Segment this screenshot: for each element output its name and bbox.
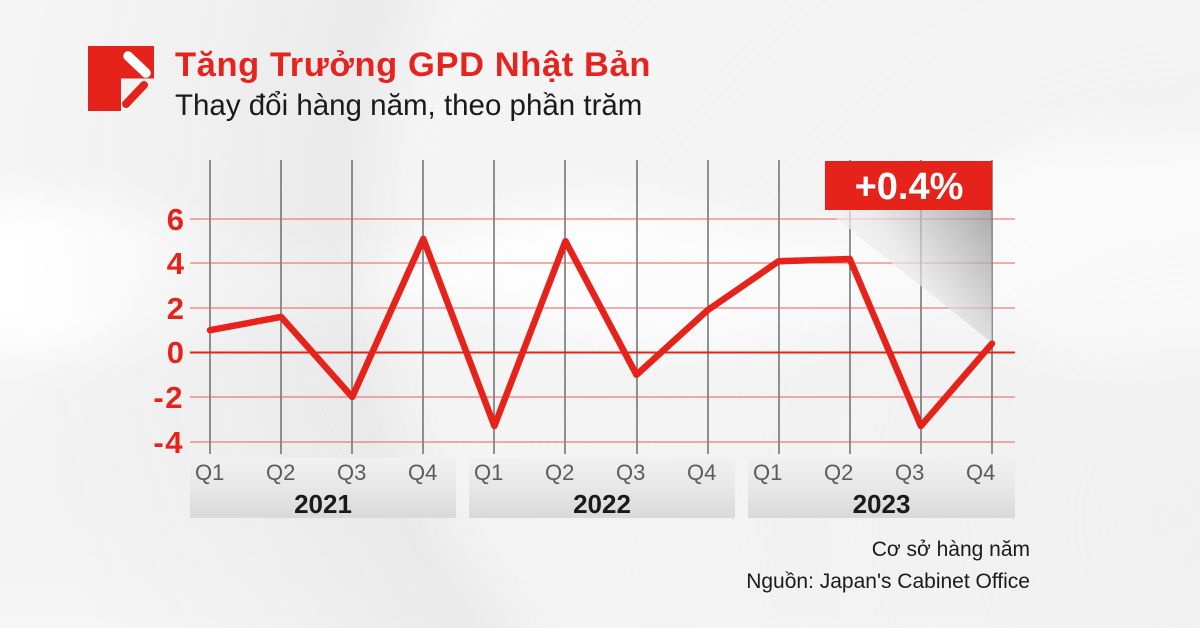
svg-text:-4: -4 — [153, 425, 184, 460]
svg-text:6: 6 — [167, 202, 184, 237]
svg-text:4: 4 — [167, 246, 185, 281]
svg-text:+0.4%: +0.4% — [855, 166, 964, 208]
svg-text:0: 0 — [167, 335, 184, 370]
svg-text:2: 2 — [167, 291, 184, 326]
svg-text:-2: -2 — [153, 380, 184, 415]
